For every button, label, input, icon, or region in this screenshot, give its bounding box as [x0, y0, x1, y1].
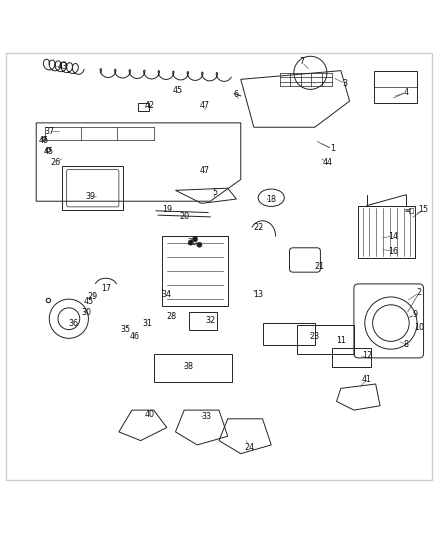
- Text: 31: 31: [142, 319, 152, 328]
- Text: 44: 44: [323, 158, 333, 166]
- Bar: [138, 103, 149, 111]
- Text: 34: 34: [162, 290, 172, 300]
- Text: 46: 46: [39, 136, 49, 145]
- Text: 42: 42: [144, 101, 155, 110]
- Text: 30: 30: [81, 308, 91, 317]
- Text: 1: 1: [330, 144, 335, 154]
- Text: 15: 15: [418, 205, 429, 214]
- Text: ≡□: ≡□: [405, 207, 415, 216]
- Text: 14: 14: [388, 231, 398, 240]
- Text: 19: 19: [162, 205, 172, 214]
- Text: 16: 16: [388, 247, 398, 256]
- Text: 5: 5: [212, 188, 217, 197]
- Bar: [332, 349, 371, 367]
- Text: 18: 18: [266, 195, 276, 204]
- Text: 40: 40: [145, 410, 154, 419]
- Circle shape: [197, 242, 202, 247]
- Text: 28: 28: [166, 312, 176, 321]
- Text: 47: 47: [200, 101, 210, 110]
- Text: 2: 2: [417, 288, 422, 297]
- Text: 9: 9: [412, 310, 417, 319]
- Bar: [154, 353, 232, 382]
- Text: 13: 13: [253, 290, 263, 300]
- Text: 45: 45: [43, 147, 53, 156]
- Text: 4: 4: [404, 88, 409, 97]
- Text: 7: 7: [299, 58, 304, 67]
- FancyBboxPatch shape: [6, 53, 432, 480]
- Text: 12: 12: [362, 351, 372, 360]
- Text: 47: 47: [200, 166, 210, 175]
- Text: 39: 39: [85, 192, 95, 201]
- Text: 43: 43: [57, 62, 67, 71]
- Text: 35: 35: [120, 325, 131, 334]
- Text: 38: 38: [184, 362, 194, 371]
- Bar: [262, 323, 315, 345]
- Text: 21: 21: [314, 262, 324, 271]
- Text: 23: 23: [310, 332, 320, 341]
- Text: 25: 25: [188, 238, 198, 247]
- Text: 32: 32: [205, 317, 215, 326]
- Text: 20: 20: [179, 212, 189, 221]
- Text: 41: 41: [362, 375, 372, 384]
- Text: 45: 45: [173, 86, 183, 95]
- Text: 46: 46: [129, 332, 139, 341]
- Circle shape: [192, 237, 198, 241]
- Text: 29: 29: [88, 293, 98, 302]
- Bar: [358, 206, 415, 258]
- Bar: [162, 236, 228, 305]
- Text: 22: 22: [253, 223, 263, 232]
- Text: 45: 45: [83, 297, 93, 306]
- Text: 33: 33: [201, 412, 211, 421]
- Text: 37: 37: [44, 127, 54, 136]
- Bar: [188, 312, 217, 329]
- Text: 26: 26: [51, 158, 61, 166]
- Text: 17: 17: [101, 284, 111, 293]
- Text: 10: 10: [414, 323, 424, 332]
- Text: 3: 3: [343, 79, 348, 88]
- Text: 24: 24: [244, 442, 254, 451]
- Bar: [374, 71, 417, 103]
- Text: 6: 6: [234, 90, 239, 99]
- Text: 11: 11: [336, 336, 346, 345]
- Bar: [62, 166, 123, 210]
- Circle shape: [188, 240, 193, 245]
- Text: 8: 8: [404, 341, 409, 349]
- Text: 36: 36: [68, 319, 78, 328]
- Bar: [297, 325, 354, 353]
